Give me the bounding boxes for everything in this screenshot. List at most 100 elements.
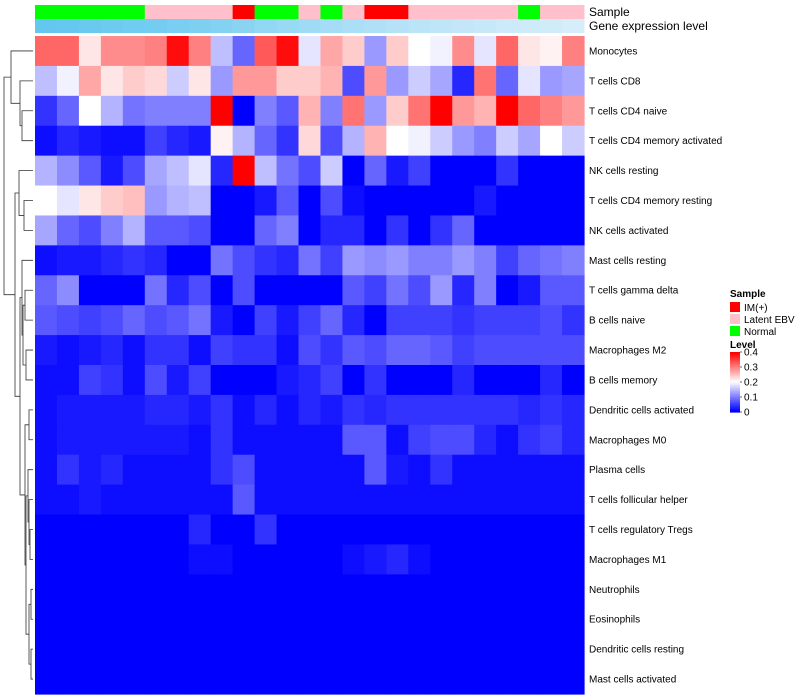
heatmap-cell (518, 95, 541, 127)
heatmap-cell (35, 215, 58, 246)
legend-gradient-segment (730, 367, 740, 370)
heatmap-cell (562, 215, 585, 246)
heatmap-cell (122, 275, 146, 306)
heatmap-cell (188, 335, 212, 366)
heatmap-cell (452, 484, 475, 516)
heatmap-cell (144, 394, 168, 426)
heatmap-cell (474, 664, 497, 695)
heatmap-cell (166, 604, 190, 635)
heatmap-cell (100, 65, 124, 97)
heatmap-cell (430, 514, 453, 546)
heatmap-cell (342, 245, 365, 276)
heatmap-cell (518, 484, 541, 516)
heatmap-cell (540, 574, 563, 605)
heatmap-cell (166, 544, 190, 575)
heatmap-cell (364, 634, 387, 665)
heatmap-cell (166, 275, 190, 306)
heatmap-cell (320, 574, 344, 605)
heatmap-cell (276, 514, 300, 546)
heatmap-cell (276, 365, 300, 396)
heatmap-cell (35, 394, 58, 426)
heatmap-cell (364, 664, 387, 695)
heatmap-cell (100, 95, 124, 127)
heatmap-cell (254, 574, 278, 605)
heatmap-cell (518, 574, 541, 605)
expression-annotation-cell (232, 19, 256, 33)
heatmap-cell (56, 634, 80, 665)
heatmap-cell (364, 185, 387, 217)
legend-gradient-segment (730, 376, 740, 379)
heatmap-cell (540, 604, 563, 635)
heatmap-cell (122, 245, 146, 276)
heatmap-cell (298, 215, 322, 246)
heatmap-cell (430, 185, 453, 217)
heatmap-cell (254, 305, 278, 336)
heatmap-cell (452, 574, 475, 605)
heatmap-cell (430, 634, 453, 665)
heatmap-cell (188, 424, 212, 456)
heatmap-cell (320, 215, 344, 246)
legend-gradient-segment (730, 377, 740, 380)
heatmap-cell (408, 514, 431, 546)
heatmap-cell (562, 245, 585, 276)
heatmap-cell (144, 95, 168, 127)
heatmap-cell (320, 484, 344, 516)
row-label: B cells naive (589, 316, 646, 327)
sample-annotation-cell (496, 5, 519, 19)
heatmap-cell (56, 394, 80, 426)
heatmap-cell (320, 514, 344, 546)
heatmap-cell (188, 215, 212, 246)
heatmap-cell (298, 664, 322, 695)
heatmap-cell (386, 394, 409, 426)
heatmap-cell (254, 604, 278, 635)
heatmap-cell (386, 634, 409, 665)
heatmap-cell (342, 604, 365, 635)
legend-label: Latent EBV (744, 315, 795, 326)
legend-gradient-segment (730, 380, 740, 383)
heatmap-cell (35, 185, 58, 217)
expression-annotation-cell (298, 19, 321, 33)
heatmap-cell (122, 514, 146, 546)
heatmap-cell (474, 454, 497, 486)
heatmap-cell (78, 335, 102, 366)
heatmap-cell (144, 574, 168, 605)
heatmap-cell (210, 95, 234, 127)
heatmap-cell (232, 454, 256, 486)
heatmap-cell (408, 365, 431, 396)
heatmap-cell (386, 155, 409, 187)
legend-gradient-segment (730, 358, 740, 361)
heatmap-cell (496, 95, 519, 127)
heatmap-cell (56, 275, 80, 306)
heatmap-cell (364, 365, 387, 396)
heatmap-cell (100, 544, 124, 575)
heatmap-cell (188, 484, 212, 516)
sample-annotation-cell (298, 5, 321, 19)
heatmap-cell (232, 514, 256, 546)
expression-annotation-cell (408, 19, 431, 33)
heatmap-cell (144, 484, 168, 516)
heatmap-cell (386, 245, 409, 276)
row-label: T cells CD4 memory resting (589, 196, 712, 207)
row-label: Plasma cells (589, 465, 645, 476)
heatmap-cell (386, 36, 409, 67)
legend-tick-label: 0.2 (744, 378, 758, 389)
heatmap-cell (122, 664, 146, 695)
sample-annotation-cell (474, 5, 497, 19)
heatmap-cell (254, 36, 278, 67)
heatmap-cell (496, 394, 519, 426)
heatmap-cell (78, 514, 102, 546)
heatmap-cell (386, 604, 409, 635)
heatmap-cell (56, 95, 80, 127)
expression-annotation-cell (210, 19, 234, 33)
heatmap-cell (188, 454, 212, 486)
heatmap-cell (452, 394, 475, 426)
heatmap-cell (232, 305, 256, 336)
heatmap-cell (166, 185, 190, 217)
heatmap-cell (496, 215, 519, 246)
heatmap-cell (78, 305, 102, 336)
heatmap-cell (78, 454, 102, 486)
sample-annotation-cell (35, 5, 58, 19)
heatmap-cell (35, 604, 58, 635)
row-label: Eosinophils (589, 615, 640, 626)
legend-gradient-segment (730, 352, 740, 355)
